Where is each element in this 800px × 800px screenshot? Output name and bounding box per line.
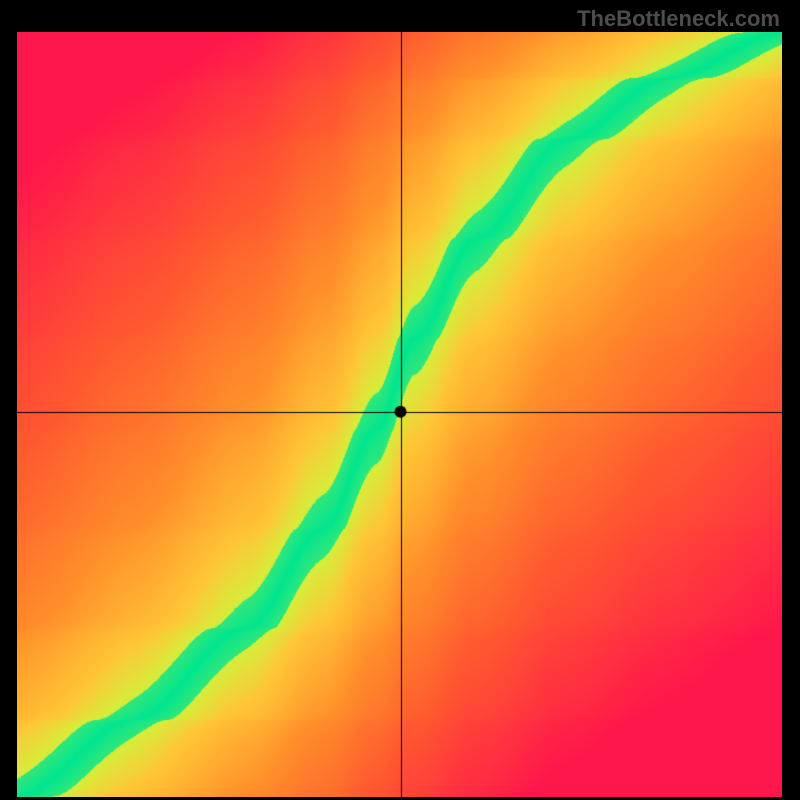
watermark-text: TheBottleneck.com xyxy=(577,6,780,32)
bottleneck-heatmap xyxy=(17,32,782,797)
chart-frame: TheBottleneck.com xyxy=(0,0,800,800)
